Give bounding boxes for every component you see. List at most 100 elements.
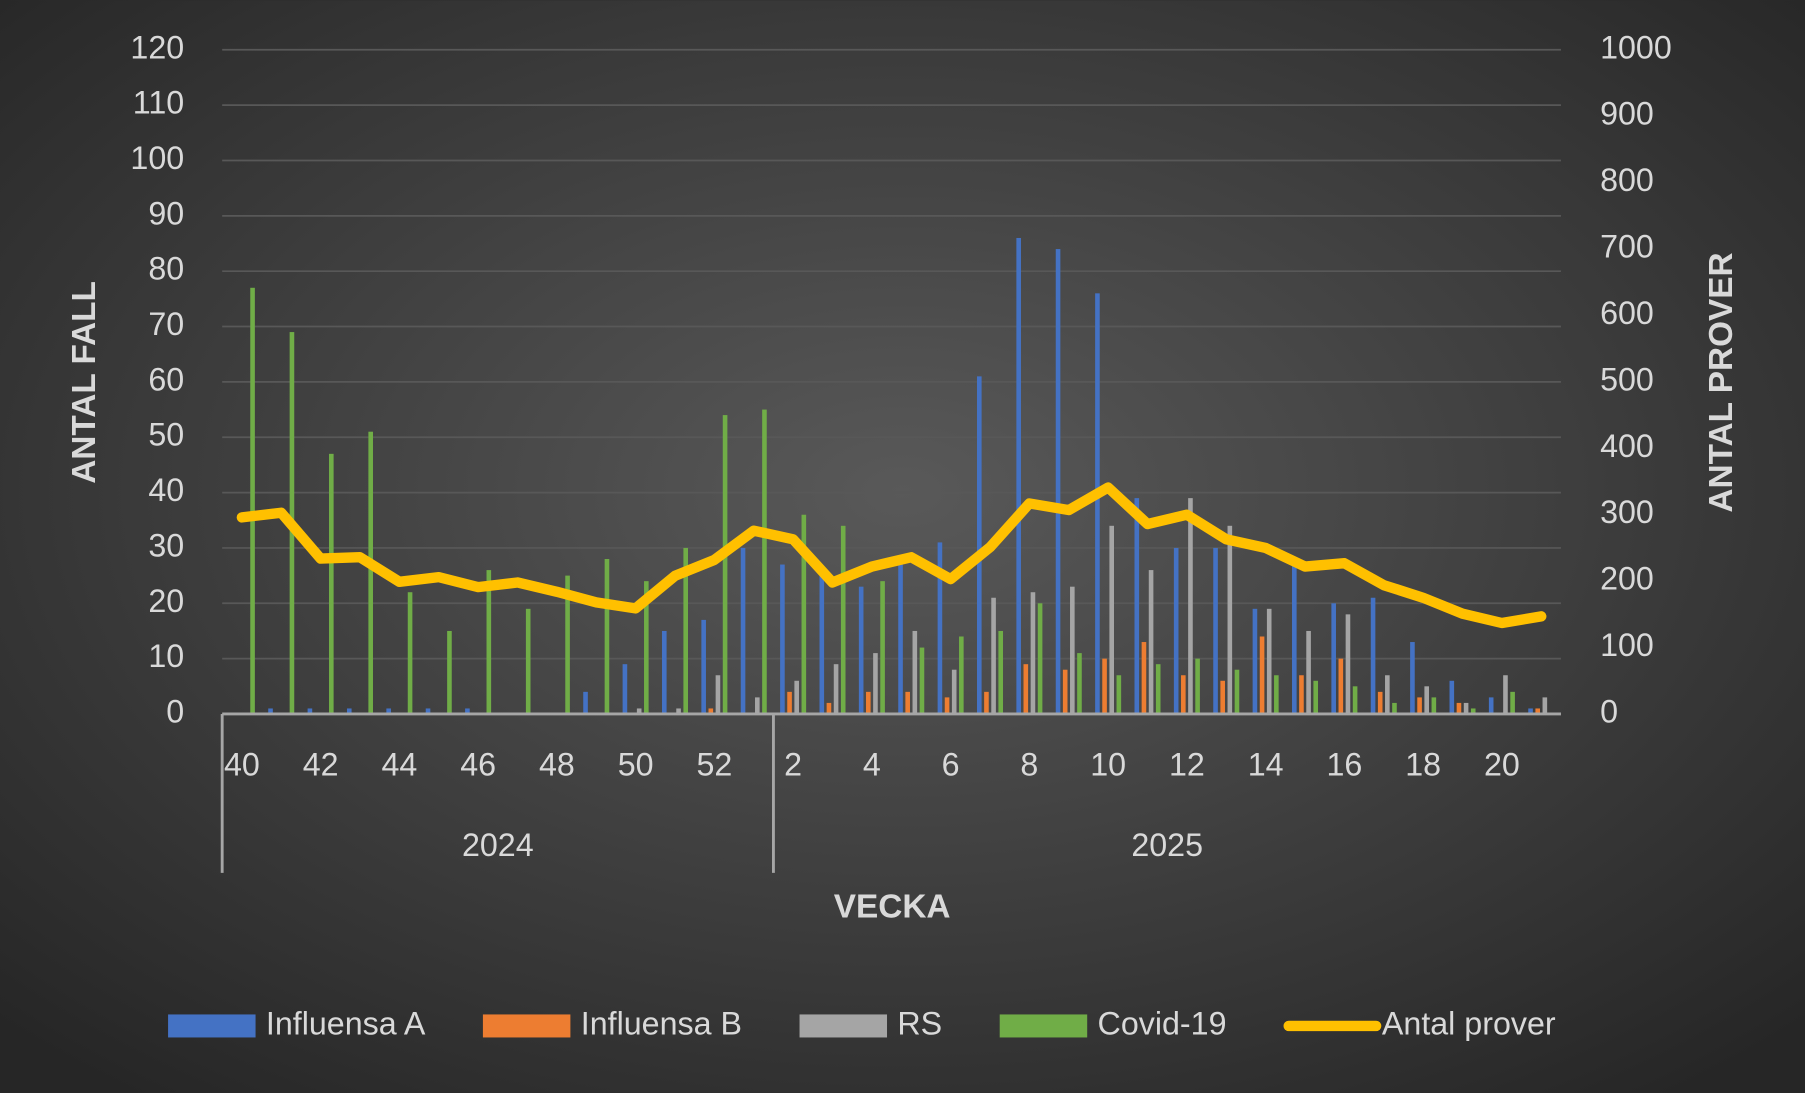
bar [407, 592, 413, 714]
y-axis-title: ANTAL FALL [66, 281, 103, 484]
bar [1470, 708, 1476, 714]
bar [329, 453, 334, 714]
bar [1528, 708, 1533, 714]
bar [465, 708, 470, 714]
bar [840, 525, 846, 714]
bar [525, 608, 531, 714]
y-tick-label: 30 [148, 527, 184, 563]
bar [1023, 664, 1029, 714]
bar [1016, 237, 1021, 714]
bar [998, 630, 1004, 714]
bar [1352, 686, 1358, 714]
x-axis-title: VECKA [834, 888, 951, 925]
x-tick-label: 40 [224, 746, 260, 782]
legend-label: Covid-19 [1098, 1005, 1227, 1041]
bar [951, 669, 957, 714]
bar [794, 680, 799, 714]
bar [1252, 608, 1258, 714]
bar [1062, 669, 1068, 714]
x-tick-label: 46 [460, 746, 496, 782]
bar [1510, 691, 1515, 714]
bar [858, 586, 864, 714]
bar [583, 691, 588, 714]
bar [701, 619, 706, 714]
bar [787, 691, 792, 714]
bar [1449, 680, 1455, 714]
bar [937, 542, 943, 714]
bar [1331, 603, 1336, 714]
bar [1181, 675, 1186, 714]
y-tick-label: 20 [148, 583, 184, 619]
y2-axis-title: ANTAL PROVER [1703, 252, 1740, 512]
bar [1417, 697, 1422, 714]
bar [622, 664, 628, 714]
x-tick-label: 2 [784, 746, 802, 782]
bar [991, 597, 996, 714]
bar [722, 415, 728, 714]
bar [1392, 702, 1397, 714]
y2-tick-label: 0 [1600, 694, 1618, 730]
y2-tick-label: 700 [1600, 229, 1654, 265]
bar [676, 708, 681, 714]
bar [715, 675, 721, 714]
bar [873, 653, 878, 714]
bar [644, 581, 649, 714]
y-tick-label: 0 [166, 694, 184, 730]
bar [1345, 614, 1351, 714]
bar [1424, 686, 1430, 714]
x-tick-label: 8 [1020, 746, 1038, 782]
y-tick-label: 70 [148, 306, 184, 342]
bar [826, 702, 832, 714]
y2-tick-label: 600 [1600, 295, 1654, 331]
bar [250, 287, 255, 714]
x-tick-label: 52 [696, 746, 732, 782]
group-label: 2025 [1131, 827, 1203, 863]
bar [1313, 680, 1319, 714]
legend-swatch [168, 1014, 256, 1038]
bar [1234, 669, 1240, 714]
y-tick-label: 80 [148, 251, 184, 287]
bar [1030, 592, 1036, 714]
bar [1134, 498, 1140, 714]
bar [1141, 642, 1147, 714]
bar [1292, 564, 1297, 714]
legend-label: RS [897, 1005, 942, 1041]
bar [801, 514, 807, 714]
bar [959, 636, 964, 714]
bar [819, 575, 825, 714]
x-tick-label: 4 [863, 746, 881, 782]
bar [386, 708, 391, 714]
bar [1173, 547, 1179, 714]
bar [1370, 597, 1376, 714]
bar [447, 630, 452, 714]
bar [762, 409, 767, 714]
bar [307, 708, 313, 714]
y2-tick-label: 900 [1600, 96, 1654, 132]
bar [565, 575, 570, 714]
x-tick-label: 14 [1248, 746, 1284, 782]
bar [683, 547, 689, 714]
bar [268, 708, 273, 714]
group-label: 2024 [462, 827, 534, 863]
bar [1410, 642, 1415, 714]
x-tick-label: 20 [1484, 746, 1520, 782]
x-tick-label: 10 [1090, 746, 1126, 782]
y2-tick-label: 400 [1600, 428, 1654, 464]
bar [1116, 675, 1122, 714]
x-tick-label: 6 [942, 746, 960, 782]
x-tick-label: 16 [1326, 746, 1362, 782]
legend-label: Influensa A [266, 1005, 426, 1041]
bar [984, 691, 989, 714]
bar [780, 564, 785, 714]
bar [976, 376, 982, 714]
y-tick-label: 50 [148, 417, 184, 453]
bar [1259, 636, 1265, 714]
bar [1503, 675, 1508, 714]
bar [880, 581, 885, 714]
bar [1274, 675, 1279, 714]
bar [1385, 675, 1390, 714]
bar [1095, 293, 1100, 714]
y2-tick-label: 800 [1600, 162, 1654, 198]
